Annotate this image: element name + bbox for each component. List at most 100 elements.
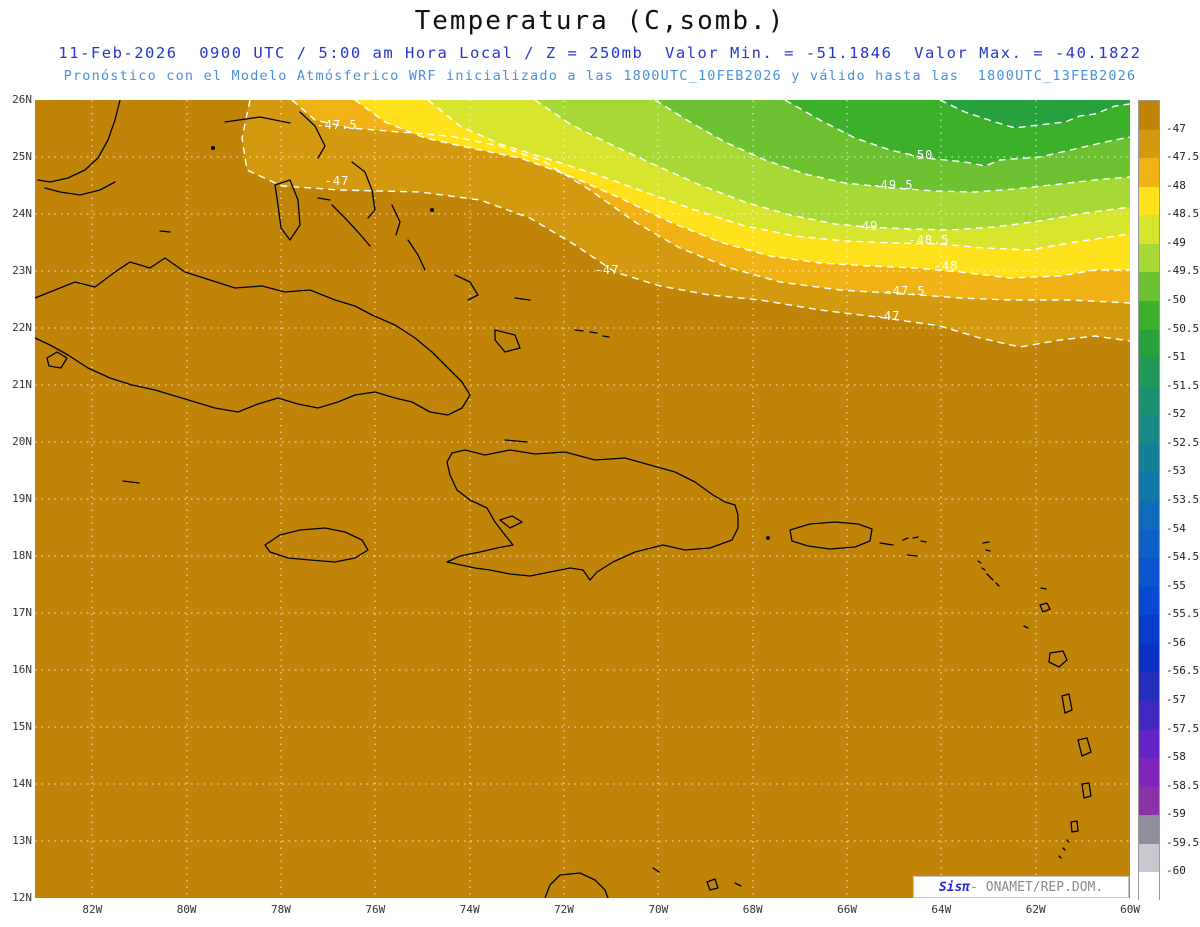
coast-isla-juventud <box>46 351 68 369</box>
lon-label: 74W <box>459 903 480 916</box>
coast-puerto-rico <box>789 521 873 550</box>
contour-line-49 <box>534 100 1130 231</box>
colorbar-swatch <box>1139 472 1159 501</box>
lon-label: 76W <box>365 903 386 916</box>
lon-label: 68W <box>742 903 763 916</box>
contour-line-475 <box>291 100 1130 304</box>
lat-label: 25N <box>12 150 32 163</box>
lat-label: 15N <box>12 720 32 733</box>
colorbar-tick-label: -48 <box>1166 178 1186 192</box>
colorbar-tick-label: -58 <box>1166 750 1186 764</box>
lon-label: 64W <box>931 903 952 916</box>
colorbar-tick-label: -53.5 <box>1166 493 1200 506</box>
coast-vieques <box>879 542 894 546</box>
lat-label: 20N <box>12 435 32 448</box>
colorbar-swatch <box>1139 843 1159 873</box>
colorbar-tick-label: -47.5 <box>1166 150 1200 164</box>
colorbar-swatch <box>1139 272 1159 301</box>
colorbar-swatch <box>1139 758 1159 787</box>
coast-hispaniola <box>446 449 739 581</box>
lat-label: 22N <box>12 321 32 334</box>
lat-label: 13N <box>12 834 32 847</box>
contour-line-47 <box>241 100 1130 348</box>
colorbar-swatch <box>1139 386 1159 416</box>
colorbar-swatch <box>1139 301 1159 330</box>
lat-label: 17N <box>12 606 32 619</box>
coast-cayman <box>122 480 140 484</box>
colorbar-swatch <box>1139 643 1159 673</box>
contour-line-505 <box>939 100 1130 129</box>
colorbar-swatch <box>1139 443 1159 473</box>
contour-line-50 <box>784 100 1130 167</box>
model-info-line: Pronóstico con el Modelo Atmósferico WRF… <box>63 68 1137 84</box>
branding-sispi-label: Sisπ <box>938 879 971 895</box>
coast-florida <box>37 100 121 196</box>
coastlines <box>35 100 1092 898</box>
lon-label: 78W <box>271 903 291 916</box>
lon-label: 82W <box>82 903 103 916</box>
colorbar-swatch <box>1139 701 1159 730</box>
contour-line-48 <box>354 100 1130 279</box>
lat-label: 24N <box>12 207 32 220</box>
colorbar-swatch <box>1139 615 1159 644</box>
colorbar-swatch <box>1139 672 1159 701</box>
colorbar-swatch <box>1139 415 1159 444</box>
branding-onamet-label: - ONAMET/REP.DOM. <box>970 879 1104 895</box>
colorbar-swatch <box>1139 129 1159 159</box>
colorbar-swatch <box>1139 872 1159 901</box>
colorbar-swatches <box>1138 100 1160 901</box>
colorbar-tick-label: -53 <box>1166 464 1186 478</box>
valid-time-line: 11-Feb-2026 0900 UTC / 5:00 am Hora Loca… <box>58 44 1142 62</box>
coast-san-salvador <box>429 207 435 213</box>
lat-label: 23N <box>12 264 32 277</box>
colorbar-tick-label: -52.5 <box>1166 435 1200 449</box>
lat-label: 21N <box>12 378 32 391</box>
colorbar: -47 -47.5 -48 -48.5 -49 -49.5 -50 -50.5 -51 -51.5… <box>1138 100 1200 910</box>
colorbar-tick-label: -54.5 <box>1166 550 1200 564</box>
colorbar-tick-label: -57.5 <box>1166 721 1200 735</box>
lon-label: 62W <box>1025 903 1046 916</box>
colorbar-tick-label: -58.5 <box>1166 778 1200 792</box>
coast-tortuga <box>504 439 528 443</box>
colorbar-swatch <box>1139 815 1159 844</box>
lat-label: 18N <box>12 549 32 562</box>
colorbar-swatch <box>1139 358 1159 387</box>
lat-label: 14N <box>12 777 32 790</box>
grid-lines <box>35 100 1130 898</box>
lat-label: 19N <box>12 492 32 505</box>
colorbar-swatch <box>1139 186 1159 216</box>
colorbar-tick-label: -52 <box>1166 407 1186 421</box>
map-canvas <box>35 100 1130 898</box>
colorbar-tick-label: -59.5 <box>1166 835 1200 849</box>
colorbar-swatch <box>1139 215 1159 244</box>
colorbar-swatch <box>1139 243 1159 273</box>
colorbar-tick-label: -60 <box>1166 864 1186 878</box>
colorbar-tick-label: -51.5 <box>1166 378 1200 392</box>
colorbar-tick-label: -48.5 <box>1166 207 1200 221</box>
lon-label: 80W <box>176 903 197 916</box>
colorbar-swatch <box>1139 529 1159 559</box>
colorbar-swatch <box>1139 786 1159 816</box>
coast-lesser-antilles <box>902 536 1092 897</box>
coast-jamaica <box>264 527 369 563</box>
colorbar-tick-label: -51 <box>1166 350 1186 364</box>
lat-label: 16N <box>12 663 32 676</box>
lon-label: 72W <box>554 903 574 916</box>
colorbar-swatch <box>1139 101 1159 130</box>
coast-bimini <box>210 145 216 151</box>
colorbar-tick-label: -50 <box>1166 293 1186 306</box>
colorbar-swatch <box>1139 586 1159 616</box>
colorbar-swatch <box>1139 501 1159 530</box>
colorbar-tick-label: -49 <box>1166 235 1186 249</box>
coast-bahamas <box>159 111 610 353</box>
colorbar-tick-label: -50.5 <box>1166 321 1200 335</box>
colorbar-swatch <box>1139 558 1159 587</box>
colorbar-tick-label: -49.5 <box>1166 264 1200 278</box>
lon-label: 70W <box>648 903 669 916</box>
lon-label: 66W <box>837 903 857 916</box>
colorbar-swatch <box>1139 158 1159 187</box>
temp-band-505 <box>940 100 1130 128</box>
colorbar-tick-label: -56.5 <box>1166 664 1200 678</box>
colorbar-swatch <box>1139 729 1159 759</box>
